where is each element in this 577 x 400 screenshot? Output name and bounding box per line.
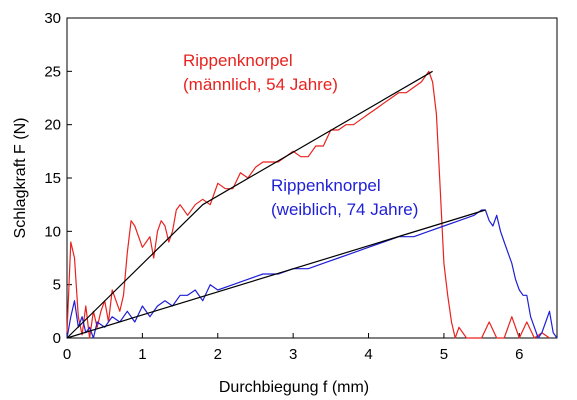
- annotation-label-male: Rippenknorpel: [183, 51, 293, 70]
- y-tick-label: 25: [44, 63, 61, 80]
- x-tick-label: 2: [214, 346, 222, 363]
- x-tick-label: 1: [138, 346, 146, 363]
- male-fit-line: [66, 70, 433, 339]
- y-axis-label: Schlagkraft F (N): [12, 118, 29, 239]
- annotation-label-female: (weiblich, 74 Jahre): [271, 200, 418, 219]
- x-tick-label: 6: [515, 346, 523, 363]
- y-tick-label: 10: [44, 223, 61, 240]
- y-tick-label: 0: [53, 330, 61, 347]
- male-cartilage-series-line: [66, 70, 550, 339]
- female-fit-line: [66, 209, 486, 339]
- x-tick-label: 0: [63, 346, 71, 363]
- annotation-label-female: Rippenknorpel: [271, 176, 381, 195]
- y-tick-label: 15: [44, 170, 61, 187]
- x-axis-label: Durchbiegung f (mm): [219, 379, 369, 396]
- y-tick-label: 5: [53, 277, 61, 294]
- y-tick-label: 30: [44, 10, 61, 27]
- x-tick-label: 5: [440, 346, 448, 363]
- annotation-label-male: (männlich, 54 Jahre): [183, 75, 338, 94]
- x-tick-label: 4: [364, 346, 372, 363]
- female-cartilage-series-line: [66, 209, 558, 339]
- y-tick-label: 20: [44, 117, 61, 134]
- x-tick-label: 3: [289, 346, 297, 363]
